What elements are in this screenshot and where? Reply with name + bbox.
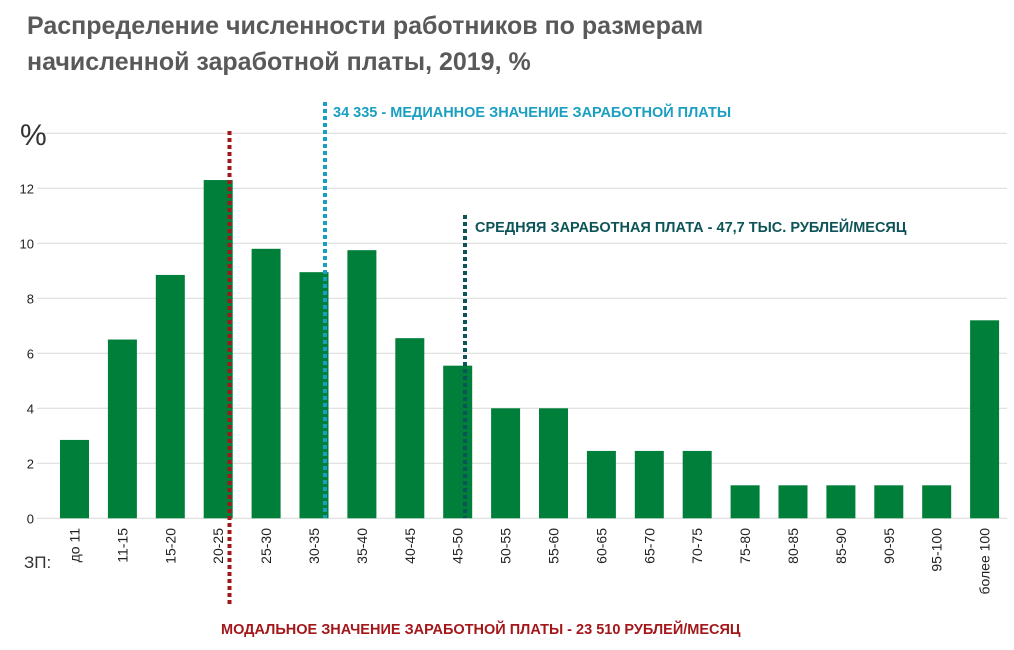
x-tick-labels: до 11 11-15 15-20 20-25 25-30 30-35 35-40 40-45… [67, 528, 993, 595]
x-tick-label: 25-30 [258, 528, 274, 564]
x-axis-label: ЗП: [24, 553, 51, 572]
y-tick-label: 10 [20, 236, 34, 251]
x-tick-label: 80-85 [785, 528, 801, 564]
bar-40-45 [395, 338, 425, 519]
bar-80-85 [778, 485, 808, 519]
y-tick-label: 4 [27, 401, 34, 416]
x-tick-label: 45-50 [450, 528, 466, 564]
x-tick-label: 60-65 [593, 528, 609, 564]
x-tick-label: более 100 [977, 528, 993, 595]
x-tick-label: 15-20 [162, 528, 178, 564]
x-tick-label: 95-100 [929, 528, 945, 572]
x-tick-label: 85-90 [833, 528, 849, 564]
bar-35-40 [347, 250, 377, 519]
x-tick-label: 35-40 [354, 528, 370, 564]
x-tick-label: 40-45 [402, 528, 418, 564]
bar-85-90 [826, 485, 856, 519]
x-tick-label: 50-55 [498, 528, 514, 564]
bars [60, 180, 1000, 519]
x-tick-label: 75-80 [737, 528, 753, 564]
bar-65-70 [634, 450, 664, 519]
chart-title: Распределение численности работников по … [27, 8, 703, 80]
x-tick-label: 11-15 [114, 528, 130, 563]
mean-annotation: СРЕДНЯЯ ЗАРАБОТНАЯ ПЛАТА - 47,7 ТЫС. РУБ… [475, 218, 907, 236]
y-tick-label: 2 [27, 456, 34, 471]
y-tick-label: 12 [20, 181, 34, 196]
y-tick-labels: 0 2 4 6 8 10 12 [20, 181, 34, 526]
bar-45-50 [443, 365, 473, 519]
gridlines [37, 132, 1007, 519]
bar-90-95 [874, 485, 904, 519]
bar-25-30 [251, 248, 281, 519]
reference-lines [227, 102, 467, 607]
bar-60-65 [586, 450, 616, 519]
y-tick-label: 6 [27, 346, 34, 361]
bar-50-55 [491, 408, 521, 519]
bar-95-100 [922, 485, 952, 519]
x-tick-label: 70-75 [689, 528, 705, 564]
chart-title-line-2: начисленной заработной платы, 2019, % [27, 48, 531, 76]
median-annotation: 34 335 - МЕДИАННОЕ ЗНАЧЕНИЕ ЗАРАБОТНОЙ П… [333, 103, 731, 121]
x-tick-label: 55-60 [546, 528, 562, 564]
x-tick-label: 90-95 [881, 528, 897, 564]
x-tick-label: 65-70 [641, 528, 657, 564]
bar-15-20 [155, 274, 185, 519]
y-axis-label: % [20, 119, 47, 152]
mode-annotation: МОДАЛЬНОЕ ЗНАЧЕНИЕ ЗАРАБОТНОЙ ПЛАТЫ - 23… [221, 620, 741, 638]
bar-55-60 [539, 408, 568, 519]
bar-11-15 [107, 339, 137, 519]
y-tick-label: 0 [27, 511, 34, 526]
x-tick-label: 30-35 [306, 528, 322, 564]
chart-title-line-1: Распределение численности работников по … [27, 12, 704, 40]
x-tick-label: 20-25 [210, 528, 226, 564]
bar-70-75 [682, 450, 712, 519]
bar-более 100 [970, 320, 1000, 519]
bar-до 11 [60, 439, 89, 519]
bar-75-80 [730, 485, 760, 519]
y-tick-label: 8 [27, 291, 34, 306]
x-tick-label: до 11 [67, 528, 83, 563]
